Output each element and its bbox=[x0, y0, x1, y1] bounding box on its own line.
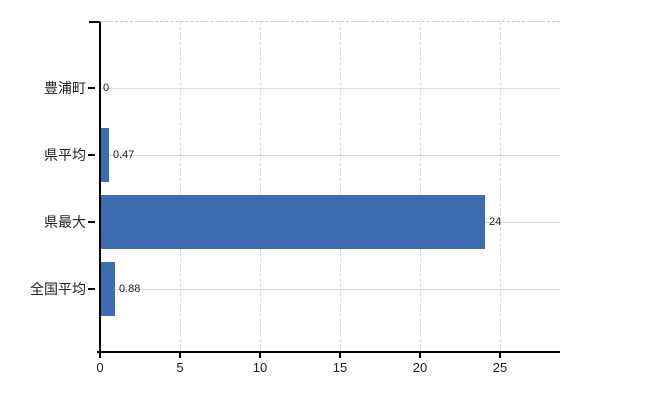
y-gridline bbox=[100, 289, 560, 290]
category-tick bbox=[88, 87, 95, 89]
x-axis-tick bbox=[339, 352, 341, 358]
bar-value-label: 0 bbox=[103, 82, 110, 94]
y-gridline bbox=[100, 155, 560, 156]
x-tick-label: 20 bbox=[412, 360, 428, 375]
y-axis bbox=[99, 22, 101, 358]
x-tick-label: 25 bbox=[492, 360, 508, 375]
x-gridline bbox=[260, 22, 261, 352]
y-axis-top-tick bbox=[89, 21, 100, 23]
bar-value-label: 0.88 bbox=[119, 283, 141, 295]
category-label: 県平均 bbox=[44, 147, 86, 163]
bar bbox=[101, 262, 115, 316]
category-label: 豊浦町 bbox=[44, 80, 86, 96]
x-axis bbox=[97, 351, 560, 353]
bar-value-label: 24 bbox=[489, 216, 502, 228]
x-axis-tick bbox=[179, 352, 181, 358]
category-label: 県最大 bbox=[44, 214, 86, 230]
plot-top-border bbox=[100, 21, 560, 22]
category-tick bbox=[88, 221, 95, 223]
x-axis-tick bbox=[99, 352, 101, 358]
category-tick bbox=[88, 288, 95, 290]
x-tick-label: 10 bbox=[252, 360, 268, 375]
bar-value-label: 0.47 bbox=[113, 149, 135, 161]
x-gridline bbox=[420, 22, 421, 352]
category-label: 全国平均 bbox=[30, 281, 86, 297]
bar bbox=[101, 195, 485, 249]
x-gridline bbox=[500, 22, 501, 352]
category-tick bbox=[88, 154, 95, 156]
x-gridline bbox=[180, 22, 181, 352]
x-tick-label: 0 bbox=[96, 360, 104, 375]
x-axis-tick bbox=[259, 352, 261, 358]
x-tick-label: 15 bbox=[332, 360, 348, 375]
x-gridline bbox=[340, 22, 341, 352]
y-gridline bbox=[100, 88, 560, 89]
x-tick-label: 5 bbox=[176, 360, 184, 375]
bar bbox=[101, 128, 109, 182]
x-axis-tick bbox=[499, 352, 501, 358]
x-axis-tick bbox=[419, 352, 421, 358]
